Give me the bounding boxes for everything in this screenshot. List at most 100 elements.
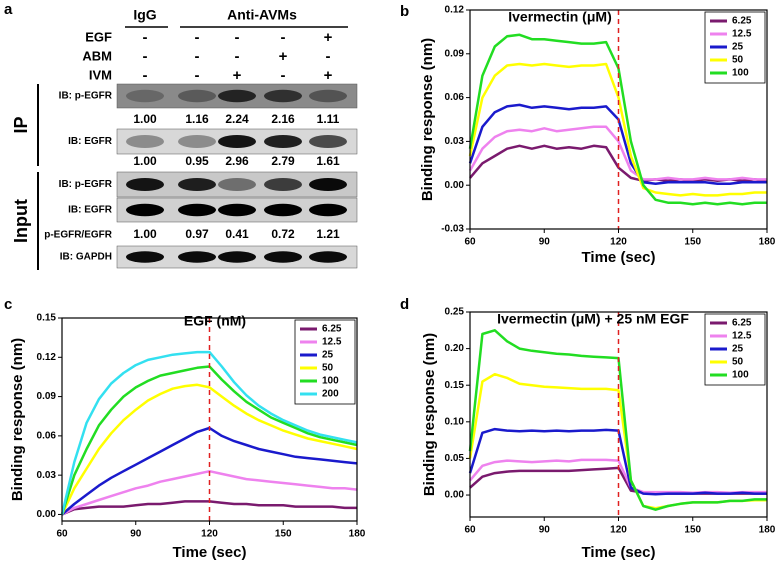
blot-band	[178, 89, 216, 103]
section-label: Input	[11, 199, 31, 243]
y-tick-label: 0.12	[37, 352, 57, 363]
blot-band	[264, 135, 302, 148]
treatment-mark: -	[281, 67, 286, 84]
y-tick-label: 0.09	[37, 391, 57, 402]
panel-letter: c	[4, 296, 12, 313]
blot-band	[178, 203, 216, 217]
y-tick-label: 0.03	[445, 136, 465, 147]
treatment-mark: +	[233, 67, 242, 84]
y-tick-label: 0.06	[37, 431, 57, 442]
legend-label: 200	[322, 389, 339, 400]
quant-value: 1.00	[133, 154, 157, 168]
legend-label: 12.5	[732, 331, 752, 342]
x-axis-label: Time (sec)	[582, 544, 656, 561]
quant-value: 1.11	[317, 112, 340, 126]
blot-band	[218, 203, 256, 217]
chart-title: EGF (nM)	[184, 313, 246, 329]
legend-label: 6.25	[732, 318, 752, 329]
panel-letter: a	[4, 1, 13, 18]
blot-band	[178, 178, 216, 191]
y-tick-label: 0.00	[445, 180, 465, 191]
y-tick-label: 0.03	[37, 470, 57, 481]
blot-label: IB: GAPDH	[60, 252, 112, 263]
y-tick-label: 0.00	[445, 490, 465, 501]
legend-label: 6.25	[732, 16, 752, 27]
y-tick-label: 0.00	[37, 509, 57, 520]
y-tick-label: 0.05	[445, 453, 465, 464]
legend-label: 6.25	[322, 324, 342, 335]
chart-title: Ivermectin (μM)	[508, 9, 611, 25]
y-axis-label: Binding response (nm)	[419, 38, 436, 201]
blot-band	[218, 89, 256, 103]
series-line	[468, 125, 767, 181]
series-line	[60, 383, 358, 516]
y-tick-label: 0.09	[445, 48, 465, 59]
section-label: IP	[11, 116, 31, 133]
quant-value: 2.96	[225, 154, 249, 168]
x-tick-label: 150	[684, 237, 701, 248]
y-tick-label: 0.06	[445, 92, 465, 103]
blot-label: IB: EGFR	[68, 136, 113, 147]
y-tick-label: 0.15	[445, 380, 465, 391]
x-tick-label: 90	[539, 237, 551, 248]
quant-value: 1.21	[316, 227, 340, 241]
blot-band	[126, 135, 164, 148]
group-label: IgG	[133, 7, 156, 23]
plot-frame	[469, 311, 768, 518]
blot-band	[178, 135, 216, 148]
treatment-label: IVM	[89, 67, 112, 82]
treatment-mark: -	[235, 29, 240, 46]
x-axis-label: Time (sec)	[173, 544, 247, 561]
legend-label: 50	[732, 55, 744, 66]
treatment-mark: -	[195, 67, 200, 84]
treatment-label: EGF	[85, 29, 112, 44]
x-tick-label: 150	[275, 529, 292, 540]
legend-label: 12.5	[322, 337, 342, 348]
blot-band	[218, 251, 256, 263]
treatment-mark: -	[143, 29, 148, 46]
x-tick-label: 120	[610, 525, 627, 536]
treatment-mark: -	[281, 29, 286, 46]
group-label: Anti-AVMs	[227, 7, 297, 23]
blot-label: IB: p-EGFR	[59, 91, 113, 102]
quant-value: 2.79	[271, 154, 295, 168]
quant-value: 1.00	[133, 227, 157, 241]
x-tick-label: 90	[130, 529, 142, 540]
quant-value: 2.24	[225, 112, 249, 126]
quant-value: 0.41	[225, 227, 249, 241]
series-line	[468, 62, 767, 197]
blot-band	[309, 251, 347, 263]
plot-frame	[469, 9, 768, 230]
legend-box	[294, 319, 356, 405]
quant-value: 0.95	[185, 154, 209, 168]
blot-band	[264, 203, 302, 217]
legend-label: 100	[732, 68, 749, 79]
blot-band	[218, 135, 256, 148]
treatment-mark: -	[195, 48, 200, 65]
series-line	[60, 350, 358, 515]
y-tick-label: 0.20	[445, 343, 465, 354]
blot-band	[126, 89, 164, 103]
y-tick-label: 0.10	[445, 416, 465, 427]
panel-letter: b	[400, 3, 409, 20]
blot-label: IB: p-EGFR	[59, 179, 113, 190]
blot-band	[126, 178, 164, 191]
treatment-mark: -	[326, 48, 331, 65]
series-line	[469, 466, 767, 495]
treatment-label: ABM	[82, 48, 112, 63]
legend-label: 25	[732, 344, 744, 355]
blot-band	[178, 251, 216, 263]
blot-band	[218, 178, 256, 191]
quant-value: 0.97	[185, 227, 209, 241]
treatment-mark: +	[324, 29, 333, 46]
quant-value: 1.16	[185, 112, 209, 126]
blot-band	[264, 251, 302, 263]
x-tick-label: 60	[56, 529, 68, 540]
treatment-mark: -	[195, 29, 200, 46]
y-tick-label: 0.25	[445, 307, 465, 318]
treatment-mark: -	[143, 48, 148, 65]
blot-band	[126, 203, 164, 217]
panel-letter: d	[400, 296, 409, 313]
legend-label: 25	[322, 350, 334, 361]
x-tick-label: 120	[610, 237, 627, 248]
